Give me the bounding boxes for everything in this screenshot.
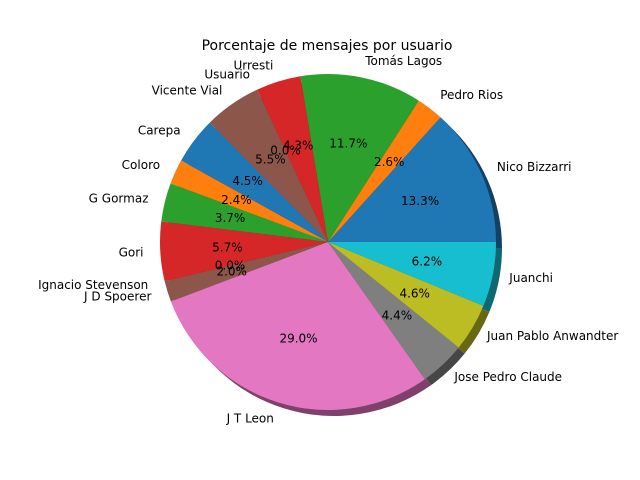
pct-label-vicente-vial: 5.5%	[255, 152, 286, 166]
category-label-coloro: Coloro	[122, 158, 160, 172]
pct-label-j-t-leon: 29.0%	[279, 331, 317, 345]
chart-title: Porcentaje de mensajes por usuario	[202, 38, 453, 54]
slice-coloro	[170, 160, 328, 242]
category-label-nico-bizzarri: Nico Bizzarri	[497, 160, 572, 174]
slice-carepa	[181, 122, 328, 242]
slice-tomas-lagos	[300, 73, 419, 242]
percentage-labels: 13.3%2.6%11.7%4.3%0.0%5.5%4.5%2.4%3.7%5.…	[212, 136, 442, 345]
slice-vicente-vial	[209, 89, 328, 243]
pct-label-juanchi: 6.2%	[412, 255, 443, 269]
slice-juan-pablo-anwandter	[328, 242, 484, 348]
slice-j-d-spoerer	[164, 242, 328, 302]
category-labels: Nico Bizzarri Pedro Rios Tomás Lagos Urrest…	[38, 54, 618, 426]
category-label-vicente-vial: Vicente Vial	[152, 83, 223, 97]
category-label-j-d-spoerer: J D Spoerer	[83, 289, 151, 303]
slice-jose-pedro-claude	[328, 242, 459, 380]
pct-label-g-gormaz: 3.7%	[215, 211, 246, 225]
slice-pedro-rios	[328, 100, 441, 242]
slice-urresti	[257, 76, 328, 242]
pct-label-usuario: 0.0%	[270, 144, 301, 158]
category-label-ignacio-stevenson: Ignacio Stevenson	[38, 278, 148, 292]
category-label-urresti: Urresti	[233, 59, 273, 73]
pct-label-nico-bizzarri: 13.3%	[401, 194, 439, 208]
pct-label-juan-pablo-anwandter: 4.6%	[399, 286, 430, 300]
category-label-carepa: Carepa	[138, 124, 181, 138]
slice-juanchi	[328, 242, 496, 306]
pct-label-ignacio-stevenson: 0.0%	[215, 259, 246, 273]
slice-j-t-leon	[170, 242, 425, 410]
category-label-tomas-lagos: Tomás Lagos	[364, 54, 442, 68]
pct-label-urresti: 4.3%	[283, 139, 314, 153]
category-label-gori: Gori	[119, 246, 144, 260]
pie-slices	[159, 73, 496, 410]
category-label-j-t-leon: J T Leon	[226, 412, 274, 426]
category-label-juanchi: Juanchi	[508, 271, 553, 285]
slice-g-gormaz	[161, 183, 328, 242]
slice-gori	[159, 221, 328, 282]
category-label-pedro-rios: Pedro Rios	[440, 88, 503, 102]
pct-label-pedro-rios: 2.6%	[374, 155, 405, 169]
pct-label-coloro: 2.4%	[221, 193, 252, 207]
slice-nico-bizzarri	[328, 117, 496, 242]
pct-label-j-d-spoerer: 2.0%	[216, 265, 247, 279]
category-label-usuario: Usuario	[204, 68, 250, 82]
pct-label-jose-pedro-claude: 4.4%	[382, 309, 413, 323]
pct-label-gori: 5.7%	[212, 241, 243, 255]
category-label-juan-pablo-anwandter: Juan Pablo Anwandter	[486, 329, 618, 343]
pct-label-carepa: 4.5%	[232, 174, 263, 188]
category-label-g-gormaz: G Gormaz	[89, 191, 149, 205]
pct-label-tomas-lagos: 11.7%	[329, 136, 367, 150]
category-label-jose-pedro-claude: Jose Pedro Claude	[453, 370, 562, 384]
